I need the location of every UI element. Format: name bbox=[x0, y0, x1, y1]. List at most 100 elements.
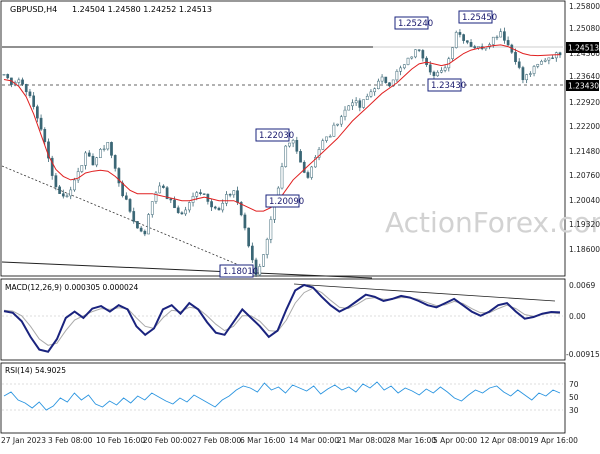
candle-body bbox=[162, 185, 165, 188]
time-axis: 27 Jan 2023 3 Feb 08:00 10 Feb 16:00 20 … bbox=[1, 436, 578, 445]
price-tick: 1.24360 bbox=[569, 49, 600, 58]
macd-label: MACD(12,26,9) 0.000305 0.000024 bbox=[5, 283, 139, 292]
candle-body bbox=[187, 202, 191, 211]
annotation-high-1: 1.25240 bbox=[394, 16, 433, 30]
candle-body bbox=[454, 32, 458, 48]
candle-body bbox=[443, 67, 447, 71]
candle-body bbox=[525, 74, 528, 81]
lower-trendline bbox=[1, 261, 373, 279]
candle-body bbox=[521, 67, 525, 81]
candle-body bbox=[43, 129, 47, 143]
time-tick: 27 Feb 08:00 bbox=[192, 436, 241, 445]
candle-body bbox=[228, 194, 232, 196]
time-tick: 5 Apr 00:00 bbox=[433, 436, 477, 445]
candle-body bbox=[458, 32, 462, 35]
candle-body bbox=[491, 36, 495, 45]
time-tick: 20 Feb 00:00 bbox=[143, 436, 192, 445]
candle-body bbox=[451, 47, 454, 59]
time-tick: 6 Mar 16:00 bbox=[240, 436, 286, 445]
annotation-swing-low: 1.20090 bbox=[265, 194, 304, 208]
candle-body bbox=[362, 99, 365, 108]
candle-body bbox=[76, 171, 80, 181]
candle-body bbox=[306, 172, 310, 178]
candle-body bbox=[440, 70, 443, 73]
candle-body bbox=[547, 57, 551, 61]
candle-body bbox=[365, 96, 369, 100]
candle-body bbox=[102, 148, 106, 150]
candle-body bbox=[436, 71, 440, 77]
candle-body bbox=[314, 157, 317, 168]
candle-body bbox=[95, 157, 99, 166]
price-tick: 1.19320 bbox=[569, 220, 600, 229]
price-tick: 1.25080 bbox=[569, 24, 600, 33]
candle-body bbox=[354, 100, 358, 104]
price-tick: 1.22200 bbox=[569, 122, 600, 131]
candle-body bbox=[417, 49, 421, 51]
candle-body bbox=[503, 31, 506, 41]
candle-body bbox=[347, 105, 351, 111]
annotation-high-2: 1.25450 bbox=[458, 10, 497, 24]
candle-body bbox=[84, 152, 87, 166]
candle-body bbox=[336, 123, 339, 126]
current-price-tag-text: 1.24513 bbox=[568, 44, 599, 53]
candle-body bbox=[36, 106, 39, 119]
candle-body bbox=[310, 166, 314, 178]
candle-body bbox=[50, 157, 54, 176]
rsi-line bbox=[3, 381, 561, 411]
candle-body bbox=[343, 109, 347, 117]
candle-body bbox=[469, 42, 473, 47]
candle-body bbox=[121, 182, 124, 197]
downtrend-dotted-line bbox=[1, 165, 247, 269]
candle-body bbox=[369, 91, 373, 97]
rsi-tick: 70 bbox=[569, 380, 579, 389]
candle-body bbox=[328, 136, 332, 138]
current-price-tag bbox=[566, 42, 599, 53]
candle-body bbox=[514, 52, 517, 63]
candle-body bbox=[184, 209, 187, 215]
macd-signal-line bbox=[3, 287, 561, 346]
candle-body bbox=[428, 64, 432, 73]
candle-body bbox=[532, 66, 536, 74]
candle-body bbox=[288, 142, 291, 147]
candle-body bbox=[165, 187, 169, 200]
candle-body bbox=[32, 95, 36, 107]
candle-body bbox=[236, 190, 239, 203]
candle-body bbox=[243, 214, 247, 229]
candle-body bbox=[91, 155, 95, 166]
watermark-text: ActionForex.com bbox=[385, 206, 600, 239]
candle-body bbox=[202, 193, 206, 195]
candle-body bbox=[262, 254, 265, 267]
time-tick: 19 Apr 16:00 bbox=[529, 436, 578, 445]
candle-body bbox=[284, 145, 288, 167]
candle-body bbox=[128, 199, 132, 212]
time-tick: 3 Feb 08:00 bbox=[48, 436, 93, 445]
macd-panel-frame bbox=[0, 278, 566, 361]
support-price-tag-text: 1.23430 bbox=[568, 82, 599, 91]
candle-body bbox=[58, 186, 61, 194]
candle-body bbox=[180, 212, 184, 215]
candle-body bbox=[406, 57, 410, 65]
candle-body bbox=[54, 175, 58, 188]
rsi-tick: 30 bbox=[569, 406, 579, 415]
macd-tick: -0.009158 bbox=[566, 350, 600, 359]
candle-body bbox=[99, 149, 102, 158]
candle-body bbox=[395, 71, 399, 81]
candle-body bbox=[28, 91, 32, 97]
time-tick: 14 Mar 00:00 bbox=[289, 436, 339, 445]
rsi-label: RSI(14) 54.9025 bbox=[5, 366, 66, 375]
candle-body bbox=[199, 192, 202, 194]
candle-body bbox=[221, 202, 225, 211]
rsi-tick: 50 bbox=[569, 393, 579, 402]
candle-body bbox=[291, 140, 295, 144]
candle-body bbox=[254, 259, 258, 276]
candle-body bbox=[321, 140, 325, 150]
annotation-label: 1.18010 bbox=[223, 267, 258, 277]
candle-body bbox=[47, 141, 50, 159]
candle-body bbox=[528, 73, 532, 75]
candle-body bbox=[113, 155, 117, 169]
symbol-timeframe-label: GBPUSD,H4 bbox=[10, 5, 57, 14]
candle-body bbox=[425, 57, 428, 66]
candle-body bbox=[280, 166, 284, 189]
